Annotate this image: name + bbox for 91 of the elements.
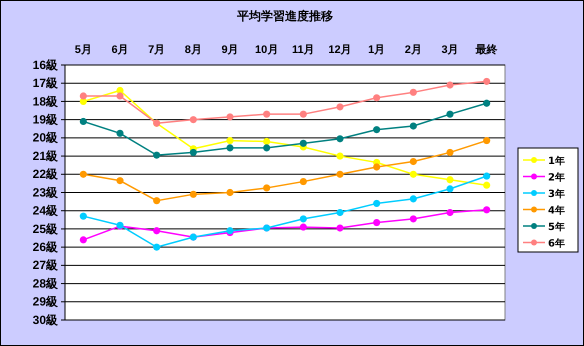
point bbox=[263, 144, 270, 152]
point bbox=[226, 137, 234, 144]
point bbox=[300, 110, 307, 118]
point bbox=[336, 152, 344, 160]
y-tick-label: 25級 bbox=[32, 222, 59, 236]
point bbox=[336, 170, 344, 178]
x-tick-label: 11月 bbox=[292, 44, 315, 56]
point bbox=[190, 190, 197, 198]
point bbox=[80, 236, 87, 244]
point bbox=[116, 130, 124, 137]
point bbox=[410, 195, 417, 202]
y-tick-label: 28級 bbox=[32, 276, 59, 290]
point bbox=[226, 113, 234, 120]
y-tick-label: 18級 bbox=[32, 94, 59, 108]
point bbox=[446, 208, 454, 216]
point bbox=[336, 135, 344, 142]
x-tick-label: 1月 bbox=[368, 44, 386, 56]
point bbox=[80, 212, 87, 220]
point bbox=[483, 100, 490, 107]
legend-label: 1年 bbox=[548, 155, 565, 167]
point bbox=[483, 206, 490, 214]
point bbox=[410, 215, 417, 222]
x-tick-label: 9月 bbox=[221, 44, 239, 56]
point bbox=[153, 227, 160, 234]
point bbox=[410, 122, 417, 130]
legend-label: 2年 bbox=[548, 172, 565, 184]
point bbox=[373, 163, 380, 171]
point bbox=[153, 244, 160, 251]
point bbox=[226, 188, 234, 196]
point bbox=[190, 116, 197, 124]
point bbox=[446, 110, 454, 118]
point bbox=[116, 177, 124, 184]
legend-label: 5年 bbox=[548, 221, 565, 233]
y-tick-label: 17級 bbox=[32, 76, 59, 90]
y-tick-label: 27級 bbox=[32, 258, 59, 272]
point bbox=[336, 103, 344, 110]
point bbox=[446, 176, 454, 184]
point bbox=[300, 215, 307, 222]
point bbox=[446, 148, 454, 156]
y-tick-label: 24級 bbox=[32, 204, 59, 218]
point bbox=[336, 224, 344, 232]
x-tick-label: 12月 bbox=[328, 44, 352, 56]
y-tick-label: 22級 bbox=[32, 167, 59, 182]
point bbox=[410, 158, 417, 166]
x-tick-label: 5月 bbox=[74, 44, 92, 56]
point bbox=[300, 178, 307, 186]
point bbox=[410, 170, 417, 178]
legend-label: 6年 bbox=[548, 238, 565, 250]
point bbox=[300, 224, 307, 231]
point bbox=[410, 88, 417, 96]
y-tick-label: 19級 bbox=[32, 112, 59, 126]
y-tick-label: 21級 bbox=[32, 148, 59, 163]
point bbox=[153, 197, 160, 204]
point bbox=[446, 185, 454, 192]
y-tick-label: 23級 bbox=[32, 185, 59, 200]
x-tick-label: 最終 bbox=[474, 43, 499, 56]
point bbox=[80, 170, 87, 178]
point bbox=[483, 182, 490, 189]
point bbox=[446, 81, 454, 89]
point bbox=[483, 172, 490, 180]
legend-label: 4年 bbox=[548, 204, 565, 216]
point bbox=[373, 126, 380, 134]
point bbox=[483, 137, 490, 144]
y-tick-label: 20級 bbox=[32, 130, 59, 145]
x-tick-label: 2月 bbox=[404, 44, 422, 56]
x-tick-label: 7月 bbox=[148, 44, 166, 56]
point bbox=[153, 152, 160, 159]
point bbox=[336, 208, 344, 216]
point bbox=[373, 200, 380, 207]
point bbox=[226, 144, 234, 152]
chart-title: 平均学習進度推移 bbox=[236, 9, 333, 23]
point bbox=[80, 92, 87, 100]
y-tick-label: 26級 bbox=[32, 240, 59, 254]
point bbox=[116, 92, 124, 100]
point bbox=[300, 140, 307, 147]
point bbox=[263, 184, 270, 192]
point bbox=[190, 148, 197, 156]
x-tick-label: 6月 bbox=[111, 44, 129, 56]
y-tick-label: 29級 bbox=[32, 294, 59, 309]
point bbox=[263, 110, 270, 118]
point bbox=[373, 218, 380, 226]
x-tick-label: 8月 bbox=[184, 44, 202, 56]
point bbox=[483, 78, 490, 85]
x-tick-label: 10月 bbox=[255, 44, 278, 56]
point bbox=[80, 118, 87, 126]
point bbox=[373, 94, 380, 102]
y-tick-label: 16級 bbox=[32, 58, 59, 72]
y-tick-label: 30級 bbox=[32, 312, 59, 327]
legend-label: 3年 bbox=[548, 188, 565, 200]
point bbox=[263, 138, 270, 146]
x-tick-label: 3月 bbox=[441, 44, 459, 56]
